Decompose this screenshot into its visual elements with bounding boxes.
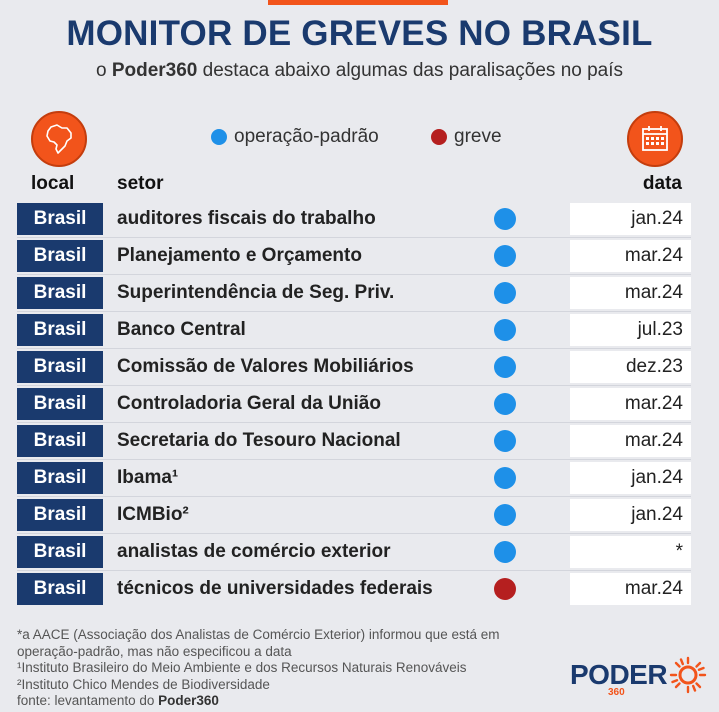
table-row: Brasil Comissão de Valores Mobiliários dez… <box>17 348 691 385</box>
data-cell: * <box>570 536 691 568</box>
data-cell: jan.24 <box>570 462 691 494</box>
status-dot <box>494 467 516 489</box>
local-cell: Brasil <box>17 462 103 494</box>
legend-operacao: operação-padrão <box>211 126 379 148</box>
table-row: Brasil ICMBio² jan.24 <box>17 496 691 533</box>
footnote-aace: *a AACE (Associação dos Analistas de Com… <box>17 627 500 642</box>
page-title: MONITOR DE GREVES NO BRASIL <box>66 14 653 53</box>
table-row: Brasil Ibama¹ jan.24 <box>17 459 691 496</box>
subtitle-suffix: destaca abaixo algumas das paralisações … <box>197 60 624 81</box>
source-prefix: fonte: levantamento do <box>17 693 159 708</box>
calendar-icon <box>627 111 683 167</box>
data-cell: jan.24 <box>570 499 691 531</box>
setor-cell: Ibama¹ <box>117 467 179 488</box>
data-cell: mar.24 <box>570 425 691 457</box>
source-brand: Poder360 <box>158 693 219 708</box>
status-dot <box>494 578 516 600</box>
legend-operacao-label: operação-padrão <box>234 126 379 147</box>
column-header-setor: setor <box>117 173 164 194</box>
status-dot <box>494 208 516 230</box>
logo-number: 360 <box>608 687 625 698</box>
legend-greve-dot <box>431 129 447 145</box>
source-line: fonte: levantamento do Poder360 <box>17 693 537 710</box>
setor-cell: Planejamento e Orçamento <box>117 245 362 266</box>
brazil-map-icon <box>31 111 87 167</box>
table-row: Brasil Superintendência de Seg. Priv. mar.… <box>17 274 691 311</box>
local-cell: Brasil <box>17 351 103 383</box>
column-header-data: data <box>642 173 682 194</box>
data-cell: jul.23 <box>570 314 691 346</box>
data-cell: mar.24 <box>570 573 691 605</box>
footnote-aace-cont: operação-padrão, mas não especificou a d… <box>17 643 292 659</box>
local-cell: Brasil <box>17 499 103 531</box>
table-row: Brasil Controladoria Geral da União mar.24 <box>17 385 691 422</box>
status-dot <box>494 430 516 452</box>
status-dot <box>494 393 516 415</box>
setor-cell: Superintendência de Seg. Priv. <box>117 282 395 303</box>
setor-cell: auditores fiscais do trabalho <box>117 208 376 229</box>
setor-cell: ICMBio² <box>117 504 189 525</box>
local-cell: Brasil <box>17 240 103 272</box>
table-row: Brasil Secretaria do Tesouro Nacional mar.… <box>17 422 691 459</box>
page-subtitle: o Poder360 destaca abaixo algumas das pa… <box>0 60 719 82</box>
column-header-local: local <box>31 173 75 194</box>
status-dot <box>494 541 516 563</box>
local-cell: Brasil <box>17 536 103 568</box>
data-cell: mar.24 <box>570 277 691 309</box>
legend-greve: greve <box>431 126 502 148</box>
subtitle-prefix: o <box>95 60 112 81</box>
local-cell: Brasil <box>17 388 103 420</box>
local-cell: Brasil <box>17 425 103 457</box>
poder360-logo: PODER 360 <box>570 656 707 698</box>
data-cell: dez.23 <box>570 351 691 383</box>
local-cell: Brasil <box>17 277 103 309</box>
subtitle-brand: Poder360 <box>111 60 198 81</box>
footnote-ibama: ¹Instituto Brasileiro do Meio Ambiente e… <box>17 660 467 675</box>
local-cell: Brasil <box>17 314 103 346</box>
status-dot <box>494 282 516 304</box>
setor-cell: Secretaria do Tesouro Nacional <box>117 430 401 451</box>
strike-table: Brasil auditores fiscais do trabalho jan.2… <box>17 201 691 607</box>
table-row: Brasil analistas de comércio exterior * <box>17 533 691 570</box>
local-cell: Brasil <box>17 573 103 605</box>
setor-cell: analistas de comércio exterior <box>117 541 391 562</box>
setor-cell: Comissão de Valores Mobiliários <box>117 356 414 377</box>
legend-greve-label: greve <box>454 126 502 147</box>
setor-cell: técnicos de universidades federais <box>117 578 433 599</box>
status-dot <box>494 356 516 378</box>
status-dot <box>494 245 516 267</box>
legend-operacao-dot <box>211 129 227 145</box>
data-cell: mar.24 <box>570 388 691 420</box>
status-dot <box>494 319 516 341</box>
logo-word: PODER <box>570 659 668 690</box>
table-row: Brasil Banco Central jul.23 <box>17 311 691 348</box>
table-row: Brasil auditores fiscais do trabalho jan.2… <box>17 201 691 237</box>
footnote-icmbio: ²Instituto Chico Mendes de Biodiversidad… <box>17 676 270 692</box>
local-cell: Brasil <box>17 203 103 235</box>
footer-notes: *a AACE (Associação dos Analistas de Com… <box>17 627 537 710</box>
data-cell: jan.24 <box>570 203 691 235</box>
data-cell: mar.24 <box>570 240 691 272</box>
setor-cell: Controladoria Geral da União <box>117 393 381 414</box>
status-dot <box>494 504 516 526</box>
setor-cell: Banco Central <box>117 319 246 340</box>
top-accent-bar <box>268 0 448 5</box>
table-row: Brasil técnicos de universidades federais… <box>17 570 691 607</box>
table-row: Brasil Planejamento e Orçamento mar.24 <box>17 237 691 274</box>
sun-icon <box>669 656 707 694</box>
